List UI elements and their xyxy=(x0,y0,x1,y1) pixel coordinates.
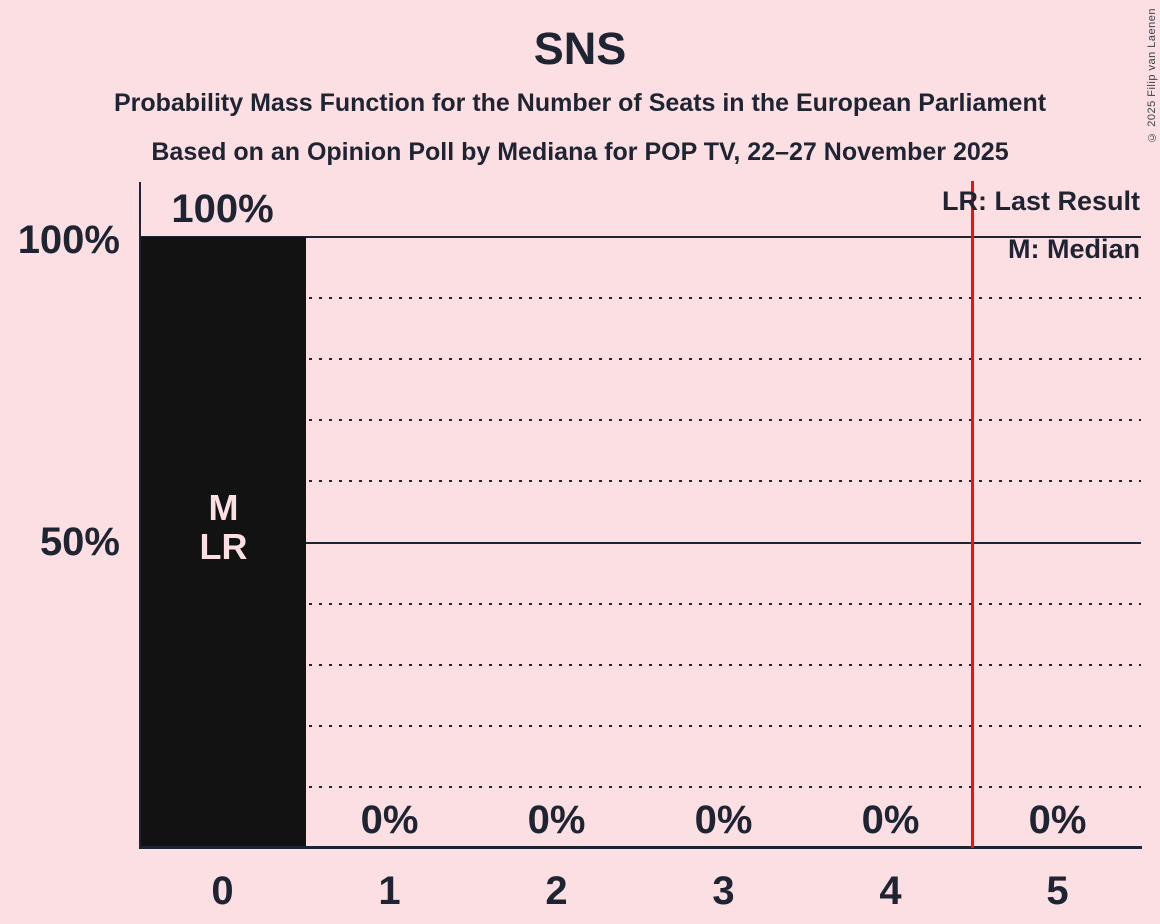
plot-area: M LR xyxy=(139,236,1141,848)
gridline-dotted-20pct xyxy=(139,724,1141,727)
x-tick-label-0: 0 xyxy=(211,869,234,913)
legend-median-label: M: Median xyxy=(1008,234,1140,264)
value-label-seats-3: 0% xyxy=(694,798,753,842)
value-label-seats-2: 0% xyxy=(527,798,586,842)
gridline-dotted-40pct xyxy=(139,602,1141,605)
value-label-seats-4: 0% xyxy=(861,798,920,842)
chart-subtitle: Probability Mass Function for the Number… xyxy=(113,89,1047,117)
legend-last-result-label: LR: Last Result xyxy=(941,186,1140,216)
x-tick-label-4: 4 xyxy=(879,869,902,913)
y-axis-label-100: 100% xyxy=(17,218,120,262)
gridline-solid-100pct xyxy=(139,236,1141,238)
chart-title: SNS xyxy=(533,23,627,74)
gridline-solid-50pct xyxy=(139,541,1141,544)
x-tick-label-3: 3 xyxy=(712,869,735,913)
x-tick-label-2: 2 xyxy=(545,869,568,913)
x-tick-label-1: 1 xyxy=(378,869,401,913)
majority-threshold-line xyxy=(971,181,974,848)
copyright-notice: © 2025 Filip van Laenen xyxy=(1146,8,1158,143)
value-label-seats-1: 0% xyxy=(360,798,419,842)
value-label-seats-5: 0% xyxy=(1028,798,1087,842)
gridline-dotted-10pct xyxy=(139,785,1141,788)
gridline-dotted-70pct xyxy=(139,419,1141,422)
bar-seats-0 xyxy=(141,237,306,848)
median-marker-label: M xyxy=(208,487,239,528)
bar-annotation-median-last-result: M LR xyxy=(141,488,306,566)
x-axis-line xyxy=(139,846,1142,849)
y-axis-line xyxy=(139,182,141,848)
chart-source-line: Based on an Opinion Poll by Mediana for … xyxy=(151,138,1009,166)
value-label-seats-0: 100% xyxy=(171,187,274,231)
y-axis-label-50: 50% xyxy=(39,520,120,564)
gridline-dotted-60pct xyxy=(139,480,1141,483)
x-tick-label-5: 5 xyxy=(1046,869,1069,913)
last-result-marker-label: LR xyxy=(199,526,248,567)
gridline-dotted-80pct xyxy=(139,358,1141,361)
gridline-dotted-30pct xyxy=(139,663,1141,666)
gridline-dotted-90pct xyxy=(139,297,1141,300)
